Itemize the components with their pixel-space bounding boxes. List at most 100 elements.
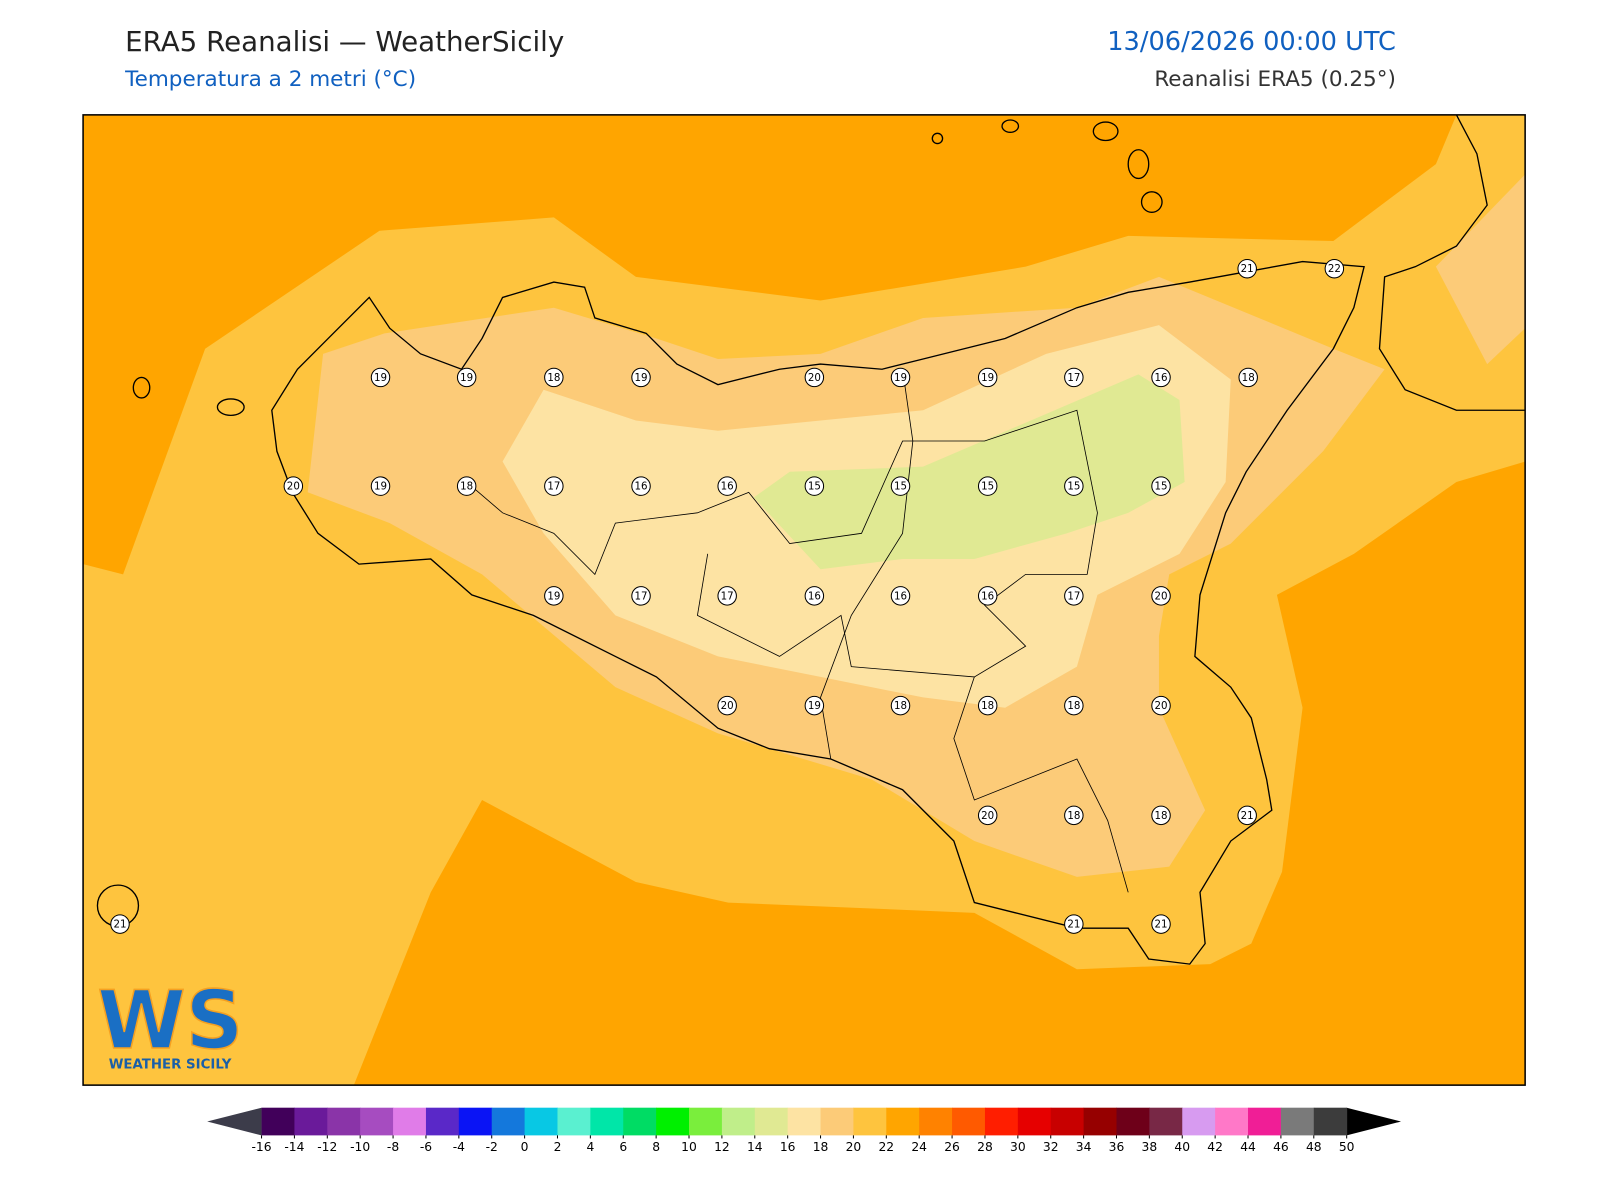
station-marker <box>1064 695 1084 716</box>
colorbar-swatch <box>1248 1107 1282 1136</box>
colorbar-tick-label: -12 <box>317 1140 337 1154</box>
colorbar-tick-label: 50 <box>1339 1140 1355 1154</box>
station-marker <box>977 805 998 826</box>
colorbar-tick-label: 24 <box>911 1140 927 1154</box>
colorbar-swatch <box>393 1107 427 1136</box>
colorbar-tick-label: 44 <box>1240 1140 1256 1154</box>
colorbar-tick-label: 32 <box>1043 1140 1059 1154</box>
colorbar-tick-label: 14 <box>747 1140 763 1154</box>
colorbar-tick-label: -8 <box>387 1140 399 1154</box>
station-marker <box>631 586 651 606</box>
station-marker <box>804 695 825 716</box>
station-value: 20 <box>287 481 300 493</box>
station-value: 19 <box>894 372 907 384</box>
station-value: 15 <box>1067 481 1080 493</box>
station-marker <box>1151 695 1171 716</box>
colorbar-tick-label: 48 <box>1306 1140 1322 1154</box>
station-value: 20 <box>1155 700 1168 712</box>
colorbar-tick-label: 0 <box>521 1140 529 1154</box>
station-marker <box>1064 476 1084 496</box>
station-marker <box>1237 258 1257 279</box>
colorbar-tick-label: 40 <box>1174 1140 1190 1154</box>
station-marker <box>977 476 998 496</box>
colorbar-tick-label: 10 <box>681 1140 697 1154</box>
station-marker <box>631 367 651 388</box>
station-value: 21 <box>1155 919 1168 931</box>
source: Reanalisi ERA5 (0.25°) <box>1154 67 1396 92</box>
station-marker <box>544 586 564 606</box>
station-value: 18 <box>1067 700 1080 712</box>
station-value: 18 <box>1067 810 1080 822</box>
colorbar-swatch <box>458 1107 493 1136</box>
colorbar-swatch <box>1280 1107 1315 1136</box>
colorbar-swatch <box>1017 1107 1052 1136</box>
colorbar-tick-label: 4 <box>586 1140 594 1154</box>
station-marker <box>370 367 391 388</box>
colorbar-swatch <box>1149 1107 1183 1136</box>
station-marker <box>1324 258 1345 279</box>
map: 21 22 19 19 18 19 20 19 19 17 16 18 20 19 18 17 16 16 15 15… <box>83 114 1526 1086</box>
colorbar-swatch <box>491 1107 526 1136</box>
station-value: 20 <box>1155 590 1168 602</box>
station-marker <box>1151 914 1171 934</box>
colorbar-swatch <box>623 1107 657 1136</box>
station-value: 21 <box>1241 810 1254 822</box>
colorbar-tick-label: -2 <box>486 1140 498 1154</box>
station-value: 16 <box>808 590 821 602</box>
subtitle: Temperatura a 2 metri (°C) <box>124 67 416 92</box>
colorbar-tick-label: 22 <box>878 1140 894 1154</box>
colorbar-tick-label: 30 <box>1010 1140 1026 1154</box>
colorbar-tick-label: 12 <box>714 1140 730 1154</box>
station-value: 20 <box>808 372 821 384</box>
colorbar-swatch <box>1050 1107 1085 1136</box>
station-value: 18 <box>894 700 907 712</box>
station-marker <box>1064 586 1084 606</box>
station-value: 16 <box>981 590 994 602</box>
station-marker <box>717 476 737 496</box>
colorbar-tick-label: 2 <box>554 1140 562 1154</box>
colorbar-swatch <box>853 1107 887 1136</box>
station-value: 17 <box>1067 372 1080 384</box>
station-marker <box>544 367 564 388</box>
colorbar-tick-label: 46 <box>1273 1140 1289 1154</box>
colorbar-swatch <box>1182 1107 1216 1136</box>
station-value: 15 <box>1155 481 1168 493</box>
colorbar-swatch <box>1083 1107 1118 1136</box>
station-value: 16 <box>894 590 907 602</box>
colorbar-swatch <box>689 1107 723 1136</box>
contour-fill <box>1435 174 1526 365</box>
station-marker <box>717 695 737 716</box>
colorbar-tick-label: 34 <box>1076 1140 1092 1154</box>
colorbar-swatch <box>787 1107 822 1136</box>
colorbar-swatch <box>327 1107 361 1136</box>
station-value: 19 <box>374 372 387 384</box>
colorbar-tick-label: 20 <box>846 1140 862 1154</box>
colorbar-swatch <box>984 1107 1019 1136</box>
colorbar-under <box>207 1107 262 1136</box>
station-value: 19 <box>635 372 648 384</box>
colorbar-swatch <box>656 1107 690 1136</box>
station-value: 19 <box>808 700 821 712</box>
colorbar-tick-label: -4 <box>453 1140 465 1154</box>
station-marker <box>1237 805 1257 826</box>
station-value: 18 <box>460 481 473 493</box>
station-value: 19 <box>981 372 994 384</box>
station-marker <box>370 476 391 496</box>
colorbar-tick-label: 42 <box>1207 1140 1223 1154</box>
station-marker <box>110 914 130 934</box>
station-value: 21 <box>1241 263 1254 275</box>
station-marker <box>1064 914 1084 934</box>
colorbar-swatch <box>1313 1107 1348 1136</box>
colorbar-swatch <box>721 1107 756 1136</box>
station-value: 19 <box>547 590 560 602</box>
station-marker <box>804 367 825 388</box>
colorbar-swatch <box>261 1107 295 1136</box>
colorbar-tick-label: 6 <box>619 1140 627 1154</box>
colorbar-swatch <box>886 1107 920 1136</box>
station-value: 18 <box>547 372 560 384</box>
station-value: 19 <box>374 481 387 493</box>
colorbar-swatch <box>590 1107 624 1136</box>
station-marker <box>890 695 911 716</box>
